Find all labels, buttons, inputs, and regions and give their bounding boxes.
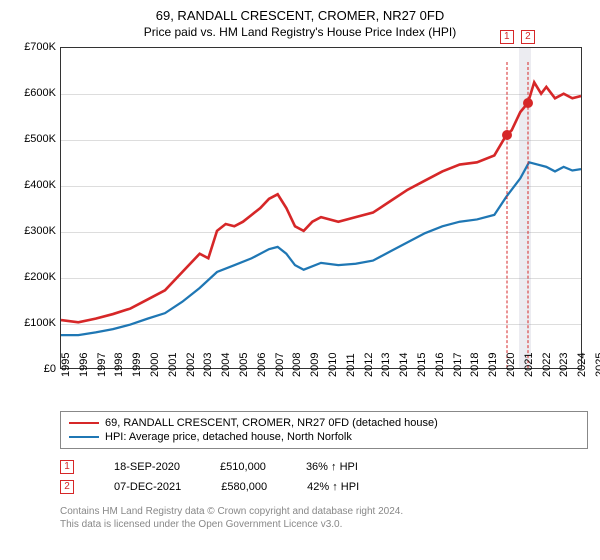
sale-date: 18-SEP-2020 xyxy=(114,461,180,473)
legend-label: HPI: Average price, detached house, Nort… xyxy=(105,431,352,443)
x-axis-tick: 2025 xyxy=(594,353,600,377)
x-axis-tick: 2023 xyxy=(558,353,570,377)
chart-container: 69, RANDALL CRESCENT, CROMER, NR27 0FD P… xyxy=(0,0,600,560)
x-axis-tick: 2015 xyxy=(416,353,428,377)
x-axis-tick: 2005 xyxy=(238,353,250,377)
sale-dot xyxy=(523,98,533,108)
x-axis-tick: 1998 xyxy=(113,353,125,377)
page-title: 69, RANDALL CRESCENT, CROMER, NR27 0FD xyxy=(12,8,588,23)
x-axis-tick: 2014 xyxy=(398,353,410,377)
x-axis-tick: 2010 xyxy=(327,353,339,377)
series-line-hpi xyxy=(61,162,581,335)
x-axis-tick: 2009 xyxy=(309,353,321,377)
plot-region: 12 xyxy=(60,47,582,369)
x-axis-tick: 1999 xyxy=(131,353,143,377)
x-axis-tick: 2018 xyxy=(469,353,481,377)
x-axis-tick: 2008 xyxy=(291,353,303,377)
marker-badge: 1 xyxy=(500,30,514,44)
legend-label: 69, RANDALL CRESCENT, CROMER, NR27 0FD (… xyxy=(105,417,438,429)
x-axis-tick: 2013 xyxy=(380,353,392,377)
y-axis-tick: £200K xyxy=(12,271,56,283)
sale-index-badge: 2 xyxy=(60,480,74,494)
x-axis-tick: 2012 xyxy=(363,353,375,377)
sale-delta: 36% ↑ HPI xyxy=(306,461,358,473)
sale-date: 07-DEC-2021 xyxy=(114,481,181,493)
x-axis-tick: 2000 xyxy=(149,353,161,377)
credit-text: Contains HM Land Registry data © Crown c… xyxy=(60,505,588,531)
x-axis-tick: 2022 xyxy=(541,353,553,377)
x-axis-tick: 1996 xyxy=(78,353,90,377)
x-axis-tick: 2004 xyxy=(220,353,232,377)
line-svg xyxy=(61,48,581,368)
marker-badge: 2 xyxy=(521,30,535,44)
x-axis-tick: 2003 xyxy=(202,353,214,377)
legend-swatch xyxy=(69,436,99,438)
chart-area: £0£100K£200K£300K£400K£500K£600K£700K 12… xyxy=(12,47,588,407)
y-axis-tick: £600K xyxy=(12,87,56,99)
sale-row: 2 07-DEC-2021 £580,000 42% ↑ HPI xyxy=(60,477,588,497)
y-axis-tick: £300K xyxy=(12,225,56,237)
x-axis-tick: 2002 xyxy=(185,353,197,377)
y-axis-tick: £0 xyxy=(12,363,56,375)
sale-index-badge: 1 xyxy=(60,460,74,474)
x-axis-tick: 2017 xyxy=(452,353,464,377)
x-axis-tick: 2006 xyxy=(256,353,268,377)
x-axis-tick: 1997 xyxy=(96,353,108,377)
x-axis-tick: 2024 xyxy=(576,353,588,377)
marker-line xyxy=(506,62,507,368)
x-axis-tick: 2016 xyxy=(434,353,446,377)
y-axis-tick: £400K xyxy=(12,179,56,191)
legend-item-hpi: HPI: Average price, detached house, Nort… xyxy=(69,430,579,444)
marker-line xyxy=(527,62,528,368)
y-axis-tick: £700K xyxy=(12,41,56,53)
sale-price: £580,000 xyxy=(221,481,267,493)
legend-swatch xyxy=(69,422,99,424)
sales-table: 1 18-SEP-2020 £510,000 36% ↑ HPI 2 07-DE… xyxy=(60,457,588,497)
x-axis-tick: 2021 xyxy=(523,353,535,377)
legend-item-property: 69, RANDALL CRESCENT, CROMER, NR27 0FD (… xyxy=(69,416,579,430)
x-axis-tick: 2011 xyxy=(345,353,357,377)
y-axis-tick: £100K xyxy=(12,317,56,329)
x-axis-tick: 2020 xyxy=(505,353,517,377)
y-axis-tick: £500K xyxy=(12,133,56,145)
x-axis-tick: 2001 xyxy=(167,353,179,377)
x-axis-tick: 2007 xyxy=(274,353,286,377)
sale-price: £510,000 xyxy=(220,461,266,473)
x-axis-tick: 2019 xyxy=(487,353,499,377)
sale-row: 1 18-SEP-2020 £510,000 36% ↑ HPI xyxy=(60,457,588,477)
x-axis-tick: 1995 xyxy=(60,353,72,377)
sale-delta: 42% ↑ HPI xyxy=(307,481,359,493)
legend: 69, RANDALL CRESCENT, CROMER, NR27 0FD (… xyxy=(60,411,588,449)
sale-dot xyxy=(502,130,512,140)
